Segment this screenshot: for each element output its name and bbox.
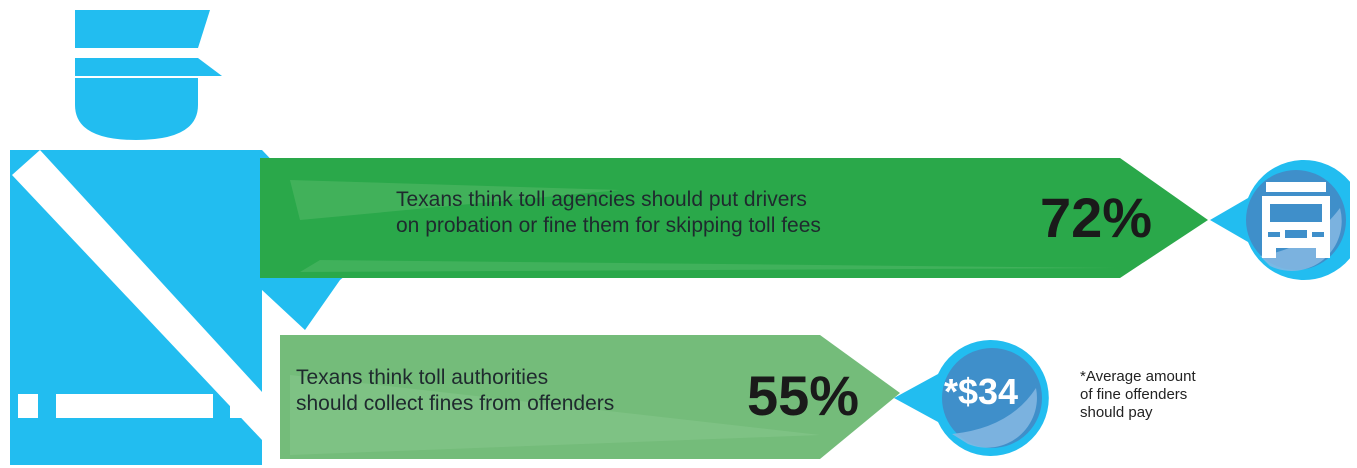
officer-belt-left [18, 394, 38, 418]
footnote-line1: *Average amount [1080, 368, 1196, 385]
officer-belt-center [56, 394, 213, 418]
officer-sash [12, 150, 262, 440]
footnote: *Average amount of fine offenders should… [1080, 368, 1260, 422]
officer-belt-right [230, 394, 254, 418]
stat-1-arrow [260, 158, 1208, 278]
stat-1-text: Texans think toll agencies should put dr… [396, 187, 821, 239]
footnote-line2: of fine offenders [1080, 386, 1188, 403]
footnote-line3: should pay [1080, 404, 1153, 421]
stat-2-text: Texans think toll authorities should col… [296, 365, 614, 417]
stat-1-text-line2: on probation or fine them for skipping t… [396, 214, 821, 237]
stat-1-text-line1: Texans think toll agencies should put dr… [396, 188, 807, 211]
officer-cap [75, 10, 210, 48]
officer-head [75, 78, 198, 140]
officer-cap-visor [75, 58, 222, 76]
stat-1-badge [1210, 160, 1350, 280]
stat-2-text-line2: should collect fines from offenders [296, 392, 615, 415]
stat-2-text-line1: Texans think toll authorities [296, 366, 549, 389]
stat-1-percent: 72% [1040, 186, 1153, 249]
stat-2-arrow [280, 335, 900, 459]
stat-2-badge [894, 340, 1049, 456]
stat-2-percent: 55% [747, 364, 860, 427]
fine-amount: *$34 [944, 371, 1019, 412]
